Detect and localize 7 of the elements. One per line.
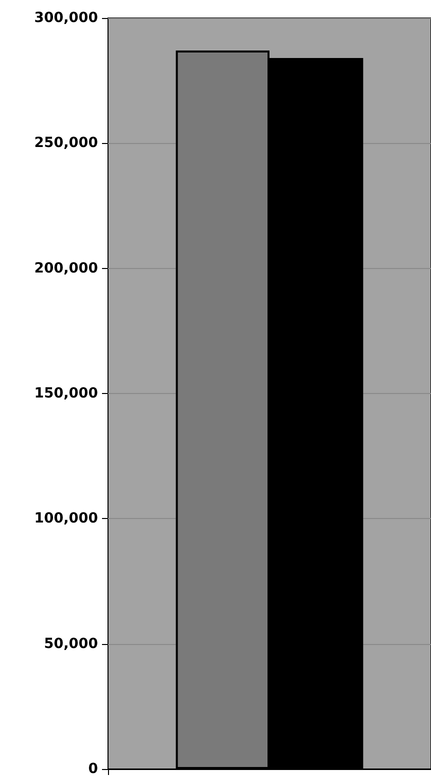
y-tick-label: 0 [88,761,98,777]
y-tick-label: 100,000 [34,510,98,527]
y-tick-label: 250,000 [34,135,98,152]
y-tick-label: 50,000 [44,636,98,652]
y-tick-label: 150,000 [34,386,98,402]
y-tick-label: 200,000 [34,260,98,276]
y-tick-label: 300,000 [34,10,98,26]
